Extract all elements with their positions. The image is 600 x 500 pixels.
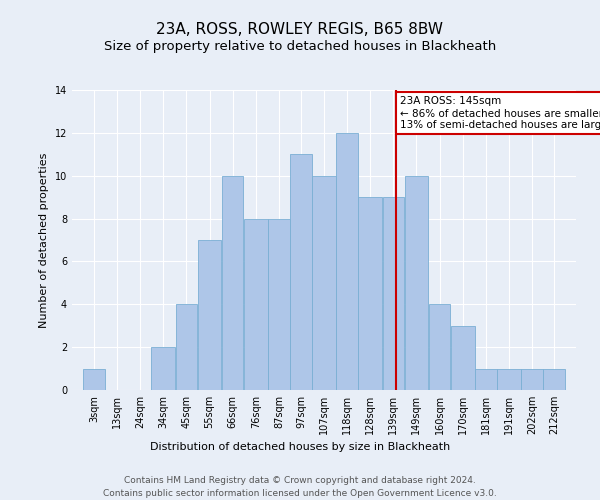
Bar <box>268 218 290 390</box>
Bar <box>521 368 543 390</box>
Bar <box>244 218 268 390</box>
Bar <box>290 154 311 390</box>
Bar <box>429 304 451 390</box>
Bar <box>358 197 382 390</box>
Text: Size of property relative to detached houses in Blackheath: Size of property relative to detached ho… <box>104 40 496 53</box>
Bar <box>497 368 521 390</box>
Bar <box>475 368 497 390</box>
Text: Distribution of detached houses by size in Blackheath: Distribution of detached houses by size … <box>150 442 450 452</box>
Bar <box>337 133 358 390</box>
Text: Contains public sector information licensed under the Open Government Licence v3: Contains public sector information licen… <box>103 489 497 498</box>
Bar <box>404 176 428 390</box>
Bar <box>451 326 475 390</box>
Text: Contains HM Land Registry data © Crown copyright and database right 2024.: Contains HM Land Registry data © Crown c… <box>124 476 476 485</box>
Text: 23A, ROSS, ROWLEY REGIS, B65 8BW: 23A, ROSS, ROWLEY REGIS, B65 8BW <box>157 22 443 38</box>
Bar <box>176 304 197 390</box>
Bar <box>543 368 565 390</box>
Y-axis label: Number of detached properties: Number of detached properties <box>39 152 49 328</box>
Text: 23A ROSS: 145sqm
← 86% of detached houses are smaller (88)
13% of semi-detached : 23A ROSS: 145sqm ← 86% of detached house… <box>400 96 600 130</box>
Bar <box>83 368 105 390</box>
Bar <box>222 176 244 390</box>
Bar <box>151 347 175 390</box>
Bar <box>383 197 404 390</box>
Bar <box>197 240 221 390</box>
Bar <box>312 176 336 390</box>
